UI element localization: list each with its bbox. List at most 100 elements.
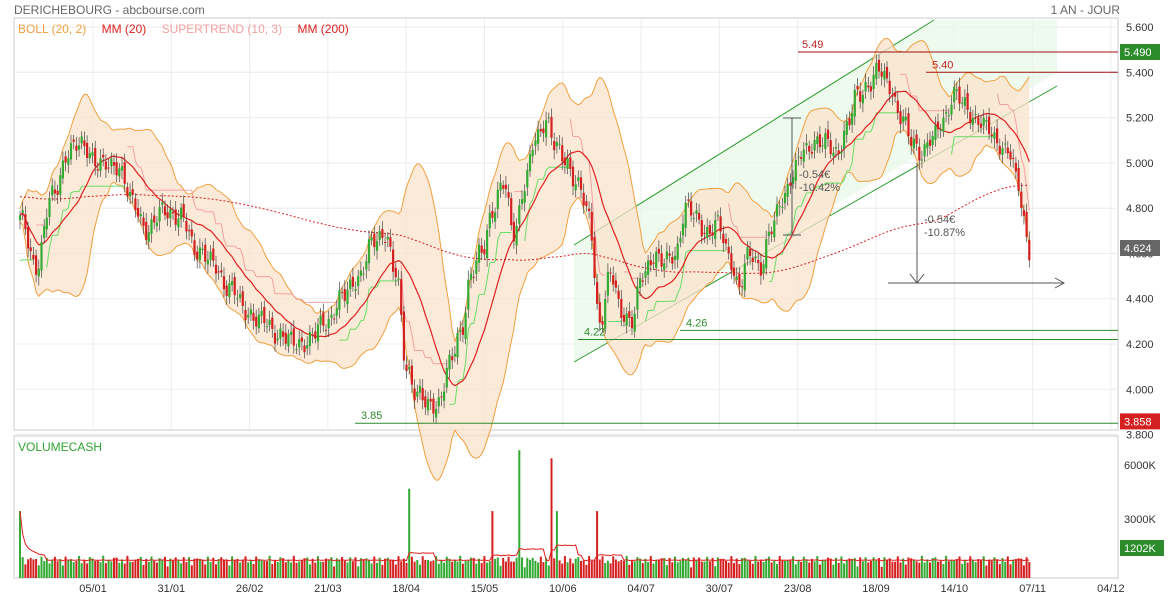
volume-bar [126, 555, 129, 578]
candle-body [802, 149, 805, 162]
volume-bar [145, 558, 148, 578]
volume-bar [435, 556, 438, 578]
volume-bar [883, 557, 886, 578]
candle-body [644, 271, 647, 278]
candle-body [936, 121, 940, 130]
candle-body [384, 242, 387, 243]
supertrend-segment [1018, 140, 1022, 159]
candle-body [636, 286, 639, 310]
candle-body [1001, 148, 1004, 155]
volume-bar [359, 558, 362, 578]
candle-body [316, 324, 320, 342]
volume-bar [585, 564, 588, 578]
candle-body [759, 262, 762, 276]
volume-bar [864, 557, 867, 578]
chart-title: DERICHEBOURG - abcbourse.com [14, 3, 205, 17]
volume-bar [61, 565, 64, 578]
volume-bar [716, 557, 719, 578]
supertrend-segment [685, 250, 689, 254]
volume-bar [416, 560, 419, 578]
candle-body [679, 237, 682, 243]
candle-body [343, 289, 346, 301]
volume-bar [298, 561, 301, 578]
price-tick-label: 5.600 [1126, 22, 1154, 34]
volume-bar [971, 560, 974, 578]
date-tick-label: 26/02 [236, 583, 264, 595]
volume-bar [872, 557, 875, 578]
volume-bar [440, 560, 443, 578]
volume-bar [448, 558, 451, 578]
volume-bar [617, 561, 620, 578]
candle-body [588, 208, 591, 211]
supertrend-segment [951, 136, 955, 155]
volume-bar [263, 560, 266, 578]
candle-body [630, 317, 634, 329]
supertrend-segment [569, 119, 574, 137]
price-tick-label: 4.000 [1126, 384, 1154, 396]
candle-body [174, 209, 177, 225]
candle-body [300, 337, 303, 342]
supertrend-segment [497, 232, 501, 240]
volume-bar [376, 562, 378, 578]
volume-bar [555, 511, 558, 578]
volume-bar [614, 559, 617, 578]
candle-body [834, 147, 838, 149]
volume-bar [131, 561, 134, 578]
volume-bar [188, 557, 191, 578]
candle-body [880, 71, 883, 77]
volume-bar [808, 562, 811, 578]
volume-bar [875, 560, 878, 578]
supertrend-segment [454, 382, 458, 404]
candle-body [716, 215, 719, 217]
supertrend-segment [452, 403, 456, 405]
volume-bar [134, 559, 137, 578]
volume-bar [209, 562, 212, 578]
date-tick-label: 23/08 [784, 583, 812, 595]
candle-body [461, 327, 464, 335]
candle-body [724, 239, 728, 244]
candle-body [515, 225, 518, 246]
candle-body [94, 147, 97, 167]
volume-bar [665, 565, 668, 578]
volume-bar [950, 560, 953, 578]
volume-bar [800, 561, 803, 578]
candle-body [961, 102, 964, 104]
candle-body [239, 294, 242, 298]
candle-body [703, 232, 706, 234]
candle-body [826, 129, 830, 139]
candle-body [421, 388, 424, 401]
candle-body [1022, 210, 1025, 216]
candle-body [494, 212, 497, 222]
volume-bar [660, 558, 663, 578]
volume-bar [354, 557, 357, 578]
candle-body [488, 212, 491, 229]
volume-bar [1014, 559, 1017, 578]
candle-body [963, 97, 966, 106]
candle-body [268, 319, 271, 325]
supertrend-segment [773, 254, 778, 271]
candle-body [279, 328, 282, 339]
candle-body [775, 204, 779, 217]
volume-bar [437, 563, 440, 578]
candle-body [885, 66, 889, 79]
candle-body [440, 396, 443, 398]
candle-body [558, 143, 561, 145]
volume-bar [27, 559, 30, 578]
candle-body [840, 151, 843, 154]
volume-bar [172, 560, 174, 578]
candle-body [375, 241, 379, 251]
candle-body [99, 158, 102, 172]
candle-body [502, 185, 505, 189]
volume-bar [362, 559, 365, 578]
candle-body [856, 85, 859, 90]
candle-body [21, 210, 24, 213]
candle-body [639, 278, 642, 288]
volume-bar [827, 557, 829, 578]
supertrend-segment [870, 124, 875, 132]
volume-bar [558, 560, 561, 578]
volume-bar [566, 562, 569, 578]
volume-bar [942, 564, 945, 578]
candle-body [107, 167, 110, 169]
volume-bar [588, 556, 591, 578]
candle-body [1014, 162, 1017, 172]
